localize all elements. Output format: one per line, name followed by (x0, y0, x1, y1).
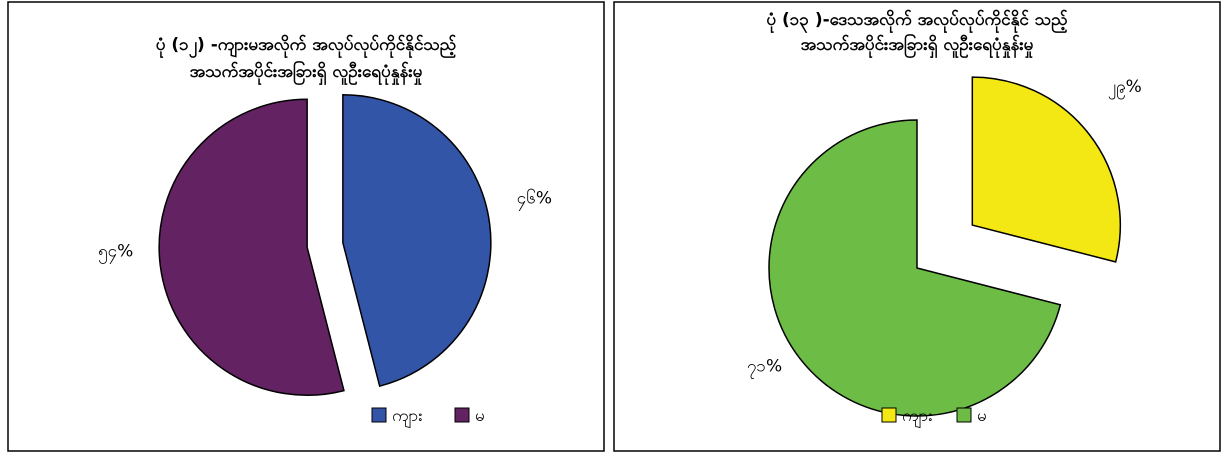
chart-title: အသက်အပိုင်းအခြားရှိ လူဦးရေပုံနှုန်းမှု (801, 32, 1034, 59)
legend-label: ကျား (392, 406, 423, 429)
legend-label: မ (977, 406, 987, 426)
legend-swatch (881, 407, 897, 423)
data-label: ၇၁% (747, 356, 782, 379)
legend-swatch (956, 407, 972, 423)
legend-label: မ (475, 406, 485, 426)
pie-slice (158, 98, 345, 396)
pie-slice (971, 76, 1122, 263)
data-label: ၂၉% (1108, 77, 1142, 100)
legend-label: ကျား (902, 406, 933, 429)
data-label: ၅၄% (98, 241, 133, 264)
chart-title: ပုံ (၁၃ )-ဒေသအလိုက် အလုပ်လုပ်ကိုင်နိုင် … (766, 9, 1068, 34)
legend-swatch (371, 407, 387, 423)
pie-slice (768, 119, 1062, 417)
pie-slice (342, 93, 492, 388)
data-label: ၄၆% (517, 188, 552, 212)
legend-swatch (454, 407, 470, 423)
chart-title: ပုံ (၁၂) -ကျားမအလိုက် အလုပ်လုပ်ကိုင်နိုင… (156, 34, 457, 59)
chart-title: အသက်အပိုင်းအခြားရှိ လူဦးရေပုံနှုန်းမှု (190, 59, 423, 86)
